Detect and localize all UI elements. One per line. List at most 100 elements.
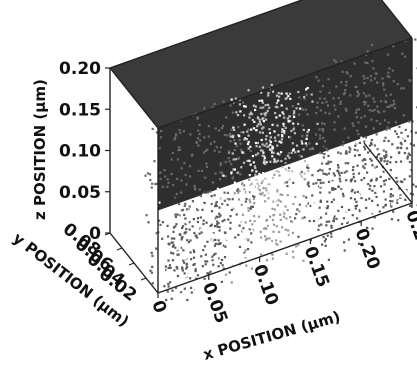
data-point (370, 178, 373, 181)
data-point (349, 75, 352, 78)
data-point (351, 174, 354, 177)
data-point (262, 117, 265, 120)
data-point (213, 102, 216, 105)
data-point (301, 209, 305, 212)
data-point (350, 193, 353, 196)
data-point (247, 147, 250, 150)
data-point (373, 77, 376, 80)
data-point (355, 141, 358, 144)
data-point (267, 197, 270, 200)
right-top-edge (380, 0, 413, 39)
data-point (294, 224, 297, 227)
data-point (282, 215, 286, 218)
data-point (368, 144, 371, 147)
data-point (195, 243, 198, 246)
data-point (388, 127, 391, 130)
data-point (300, 166, 303, 169)
data-point (343, 171, 346, 174)
data-point (148, 173, 152, 176)
data-point (400, 156, 403, 159)
data-point (399, 141, 402, 144)
data-point (144, 174, 147, 177)
data-point (214, 238, 217, 241)
data-point (327, 162, 330, 165)
data-point (352, 176, 355, 179)
data-point (248, 182, 251, 185)
data-point (329, 180, 332, 183)
data-point (383, 157, 386, 160)
data-point (356, 190, 359, 193)
data-point (196, 220, 199, 224)
data-point (209, 190, 212, 193)
data-point (368, 94, 371, 97)
data-point (279, 151, 283, 154)
data-point (196, 208, 200, 212)
data-point (338, 161, 341, 164)
data-point (155, 247, 158, 250)
data-point (271, 257, 274, 260)
data-point (183, 213, 186, 216)
data-point (341, 192, 345, 195)
data-point (363, 140, 366, 143)
data-point (296, 203, 299, 206)
data-point (168, 243, 171, 246)
data-point (158, 219, 161, 222)
data-point (229, 140, 232, 143)
data-point (256, 141, 259, 145)
data-point (281, 179, 284, 182)
data-point (160, 130, 163, 133)
data-point (299, 107, 302, 110)
data-point (386, 105, 389, 108)
data-point (291, 170, 294, 173)
data-point (227, 227, 231, 230)
data-point (367, 104, 370, 107)
data-point (150, 186, 153, 189)
data-point (391, 104, 394, 107)
data-point (323, 153, 326, 156)
data-point (298, 161, 301, 164)
data-point (250, 241, 253, 244)
data-point (304, 142, 307, 145)
data-point (307, 170, 310, 173)
data-point (216, 225, 219, 228)
data-point (403, 178, 406, 181)
data-point (257, 123, 260, 126)
data-point (325, 100, 328, 104)
data-point (162, 227, 165, 230)
data-point (263, 268, 266, 271)
data-point (287, 120, 290, 123)
data-point (178, 289, 181, 292)
data-point (275, 239, 278, 242)
data-point (218, 178, 221, 181)
data-point (361, 159, 364, 162)
data-point (247, 217, 250, 220)
data-point (303, 178, 306, 181)
data-point (253, 202, 256, 205)
data-point (255, 185, 258, 188)
data-point (311, 194, 314, 197)
data-point (390, 188, 393, 191)
data-point (158, 201, 161, 204)
data-point (166, 269, 169, 272)
data-point (396, 208, 399, 211)
data-point (326, 104, 329, 107)
data-point (182, 130, 185, 133)
data-point (229, 132, 232, 136)
data-point (174, 133, 177, 136)
data-point (255, 227, 259, 231)
data-point (282, 113, 285, 116)
x-tick-label: 0.25 (401, 208, 417, 254)
data-point (244, 105, 247, 108)
data-point (210, 203, 213, 206)
data-point (184, 202, 187, 205)
data-point (279, 227, 282, 230)
data-point (326, 205, 330, 208)
data-point (337, 185, 340, 188)
data-point (315, 133, 318, 136)
data-point (408, 79, 411, 82)
data-point (307, 204, 310, 208)
data-point (193, 263, 196, 266)
data-point (356, 95, 359, 98)
data-point (346, 228, 349, 231)
data-point (249, 201, 252, 204)
